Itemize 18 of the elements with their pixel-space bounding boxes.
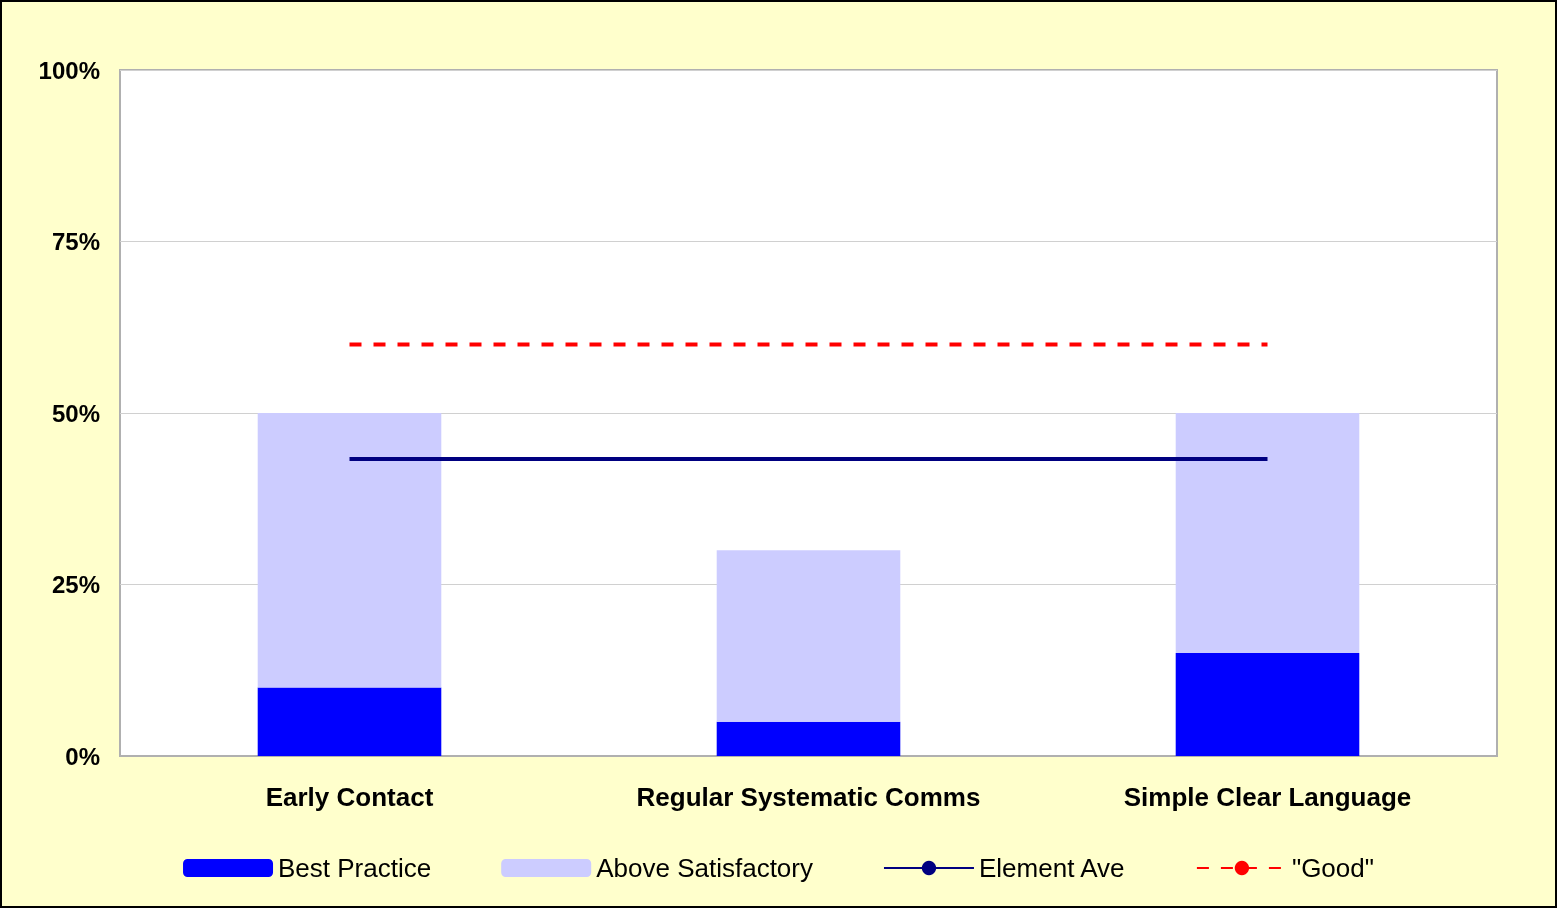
legend-label: "Good" — [1291, 853, 1374, 883]
bar — [716, 721, 901, 756]
y-tick-label: 50% — [51, 399, 100, 427]
y-tick-label: 0% — [65, 742, 100, 770]
bar — [1175, 413, 1360, 654]
bar — [716, 550, 901, 722]
y-tick-label: 25% — [51, 571, 100, 598]
bar — [1175, 653, 1360, 756]
x-tick-label: Simple Clear Language — [1123, 782, 1412, 812]
legend-label: Best Practice — [278, 853, 432, 883]
x-tick-label: Regular Systematic Comms — [636, 782, 981, 812]
legend-label: Above Satisfactory — [596, 853, 813, 883]
y-tick-label: 100% — [38, 56, 100, 84]
bar — [257, 687, 442, 756]
bar — [257, 413, 442, 688]
y-tick-label: 75% — [51, 228, 100, 255]
x-tick-label: Early Contact — [265, 782, 434, 812]
legend-label: Element Ave — [978, 853, 1125, 883]
